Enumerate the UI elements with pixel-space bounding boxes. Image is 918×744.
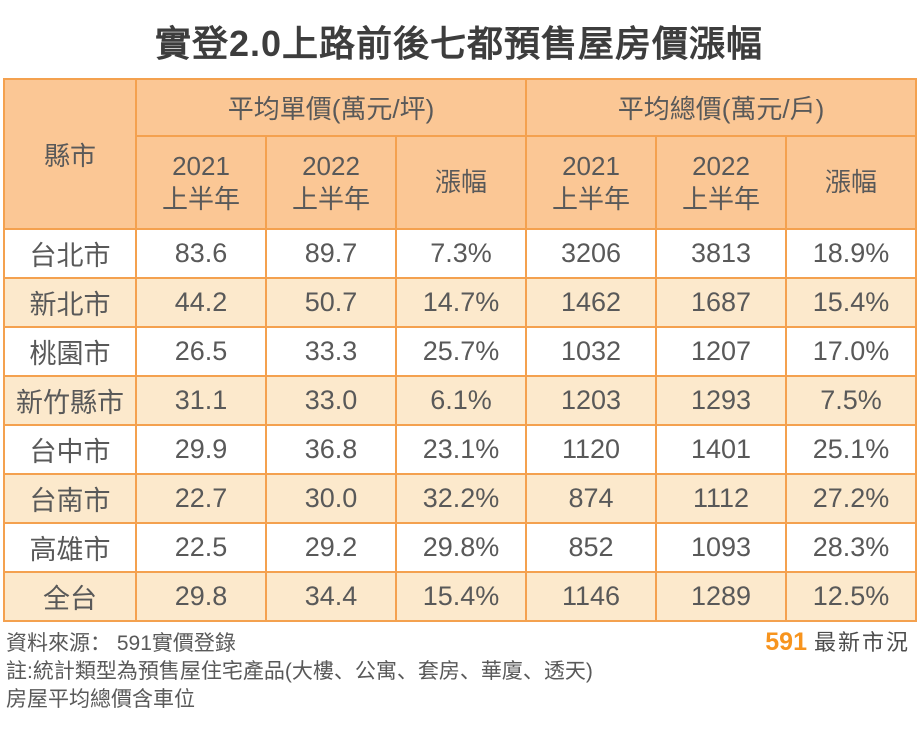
year-label: 2021 [172,150,230,181]
brand-591-logo: 591 [765,628,807,656]
table-row-kaohsiung: 高雄市 22.5 29.2 29.8% 852 1093 28.3% [3,522,917,573]
footer: 資料來源： 591實價登錄 註:統計類型為預售屋住宅產品(大樓、公寓、套房、華廈… [0,622,918,714]
value-cell: 14.7% [395,277,527,328]
value-cell: 25.7% [395,326,527,377]
value-cell: 3206 [525,228,657,279]
value-cell: 17.0% [785,326,917,377]
value-cell: 89.7 [265,228,397,279]
value-cell: 15.4% [785,277,917,328]
value-cell: 7.3% [395,228,527,279]
value-cell: 7.5% [785,375,917,426]
value-cell: 26.5 [135,326,267,377]
value-cell: 1401 [655,424,787,475]
table-row-taoyuan: 桃園市 26.5 33.3 25.7% 1032 1207 17.0% [3,326,917,377]
statistics-type-note: 註:統計類型為預售屋住宅產品(大樓、公寓、套房、華廈、透天) [6,660,593,683]
value-cell: 29.2 [265,522,397,573]
header-sub-row: 2021 上半年 2022 上半年 漲幅 2021 上半年 2022 上半年 漲… [4,135,917,230]
value-cell: 1032 [525,326,657,377]
half-year-label: 上半年 [551,183,630,214]
table-row-hsinchu: 新竹縣市 31.1 33.0 6.1% 1203 1293 7.5% [3,375,917,426]
value-cell: 1120 [525,424,657,475]
value-cell: 29.9 [135,424,267,475]
value-cell: 1203 [525,375,657,426]
col-header-city: 縣市 [3,78,137,230]
table-row-tainan: 台南市 22.7 30.0 32.2% 874 1112 27.2% [3,473,917,524]
value-cell: 36.8 [265,424,397,475]
table-row-taiwan-total: 全台 29.8 34.4 15.4% 1146 1289 12.5% [3,571,917,622]
value-cell: 1687 [655,277,787,328]
city-cell: 新北市 [3,277,137,328]
value-cell: 33.3 [265,326,397,377]
col-header-total-2021: 2021 上半年 [525,135,657,230]
value-cell: 852 [525,522,657,573]
half-year-label: 上半年 [161,183,240,214]
table-row-taichung: 台中市 29.9 36.8 23.1% 1120 1401 25.1% [3,424,917,475]
value-cell: 1093 [655,522,787,573]
price-table: 縣市 平均單價(萬元/坪) 平均總價(萬元/戶) 2021 上半年 2022 上… [3,78,917,622]
table-row-new-taipei: 新北市 44.2 50.7 14.7% 1462 1687 15.4% [3,277,917,328]
brand-mark: 591 最新市況 [765,628,910,658]
city-cell: 台中市 [3,424,137,475]
value-cell: 29.8% [395,522,527,573]
value-cell: 12.5% [785,571,917,622]
value-cell: 1146 [525,571,657,622]
col-header-unit-change: 漲幅 [395,135,527,230]
city-cell: 台南市 [3,473,137,524]
header-group-row: 縣市 平均單價(萬元/坪) 平均總價(萬元/戶) [3,78,917,230]
city-cell: 全台 [3,571,137,622]
city-cell: 桃園市 [3,326,137,377]
col-header-total-2022: 2022 上半年 [655,135,787,230]
page-title: 實登2.0上路前後七都預售屋房價漲幅 [154,23,764,64]
value-cell: 30.0 [265,473,397,524]
year-label: 2022 [302,150,360,181]
value-cell: 3813 [655,228,787,279]
half-year-label: 上半年 [681,183,760,214]
value-cell: 6.1% [395,375,527,426]
value-cell: 1112 [655,473,787,524]
data-source-note: 資料來源： 591實價登錄 [6,632,236,655]
year-label: 2021 [562,150,620,181]
value-cell: 31.1 [135,375,267,426]
parking-note: 房屋平均總價含車位 [6,688,195,711]
half-year-label: 上半年 [291,183,370,214]
value-cell: 1293 [655,375,787,426]
value-cell: 1289 [655,571,787,622]
value-cell: 83.6 [135,228,267,279]
value-cell: 32.2% [395,473,527,524]
city-cell: 台北市 [3,228,137,279]
year-label: 2022 [692,150,750,181]
city-cell: 高雄市 [3,522,137,573]
table-row-taipei: 台北市 83.6 89.7 7.3% 3206 3813 18.9% [3,228,917,279]
value-cell: 23.1% [395,424,527,475]
value-cell: 18.9% [785,228,917,279]
value-cell: 33.0 [265,375,397,426]
col-header-unit-2022: 2022 上半年 [265,135,397,230]
group-header-total-price: 平均總價(萬元/戶) [525,78,917,137]
value-cell: 15.4% [395,571,527,622]
group-header-unit-price: 平均單價(萬元/坪) [135,78,527,137]
value-cell: 22.5 [135,522,267,573]
col-header-unit-2021: 2021 上半年 [135,135,267,230]
value-cell: 874 [525,473,657,524]
value-cell: 25.1% [785,424,917,475]
value-cell: 44.2 [135,277,267,328]
value-cell: 34.4 [265,571,397,622]
value-cell: 27.2% [785,473,917,524]
value-cell: 1207 [655,326,787,377]
value-cell: 22.7 [135,473,267,524]
value-cell: 28.3% [785,522,917,573]
value-cell: 50.7 [265,277,397,328]
value-cell: 29.8 [135,571,267,622]
city-cell: 新竹縣市 [3,375,137,426]
brand-label: 最新市況 [813,630,910,655]
col-header-total-change: 漲幅 [785,135,917,230]
value-cell: 1462 [525,277,657,328]
